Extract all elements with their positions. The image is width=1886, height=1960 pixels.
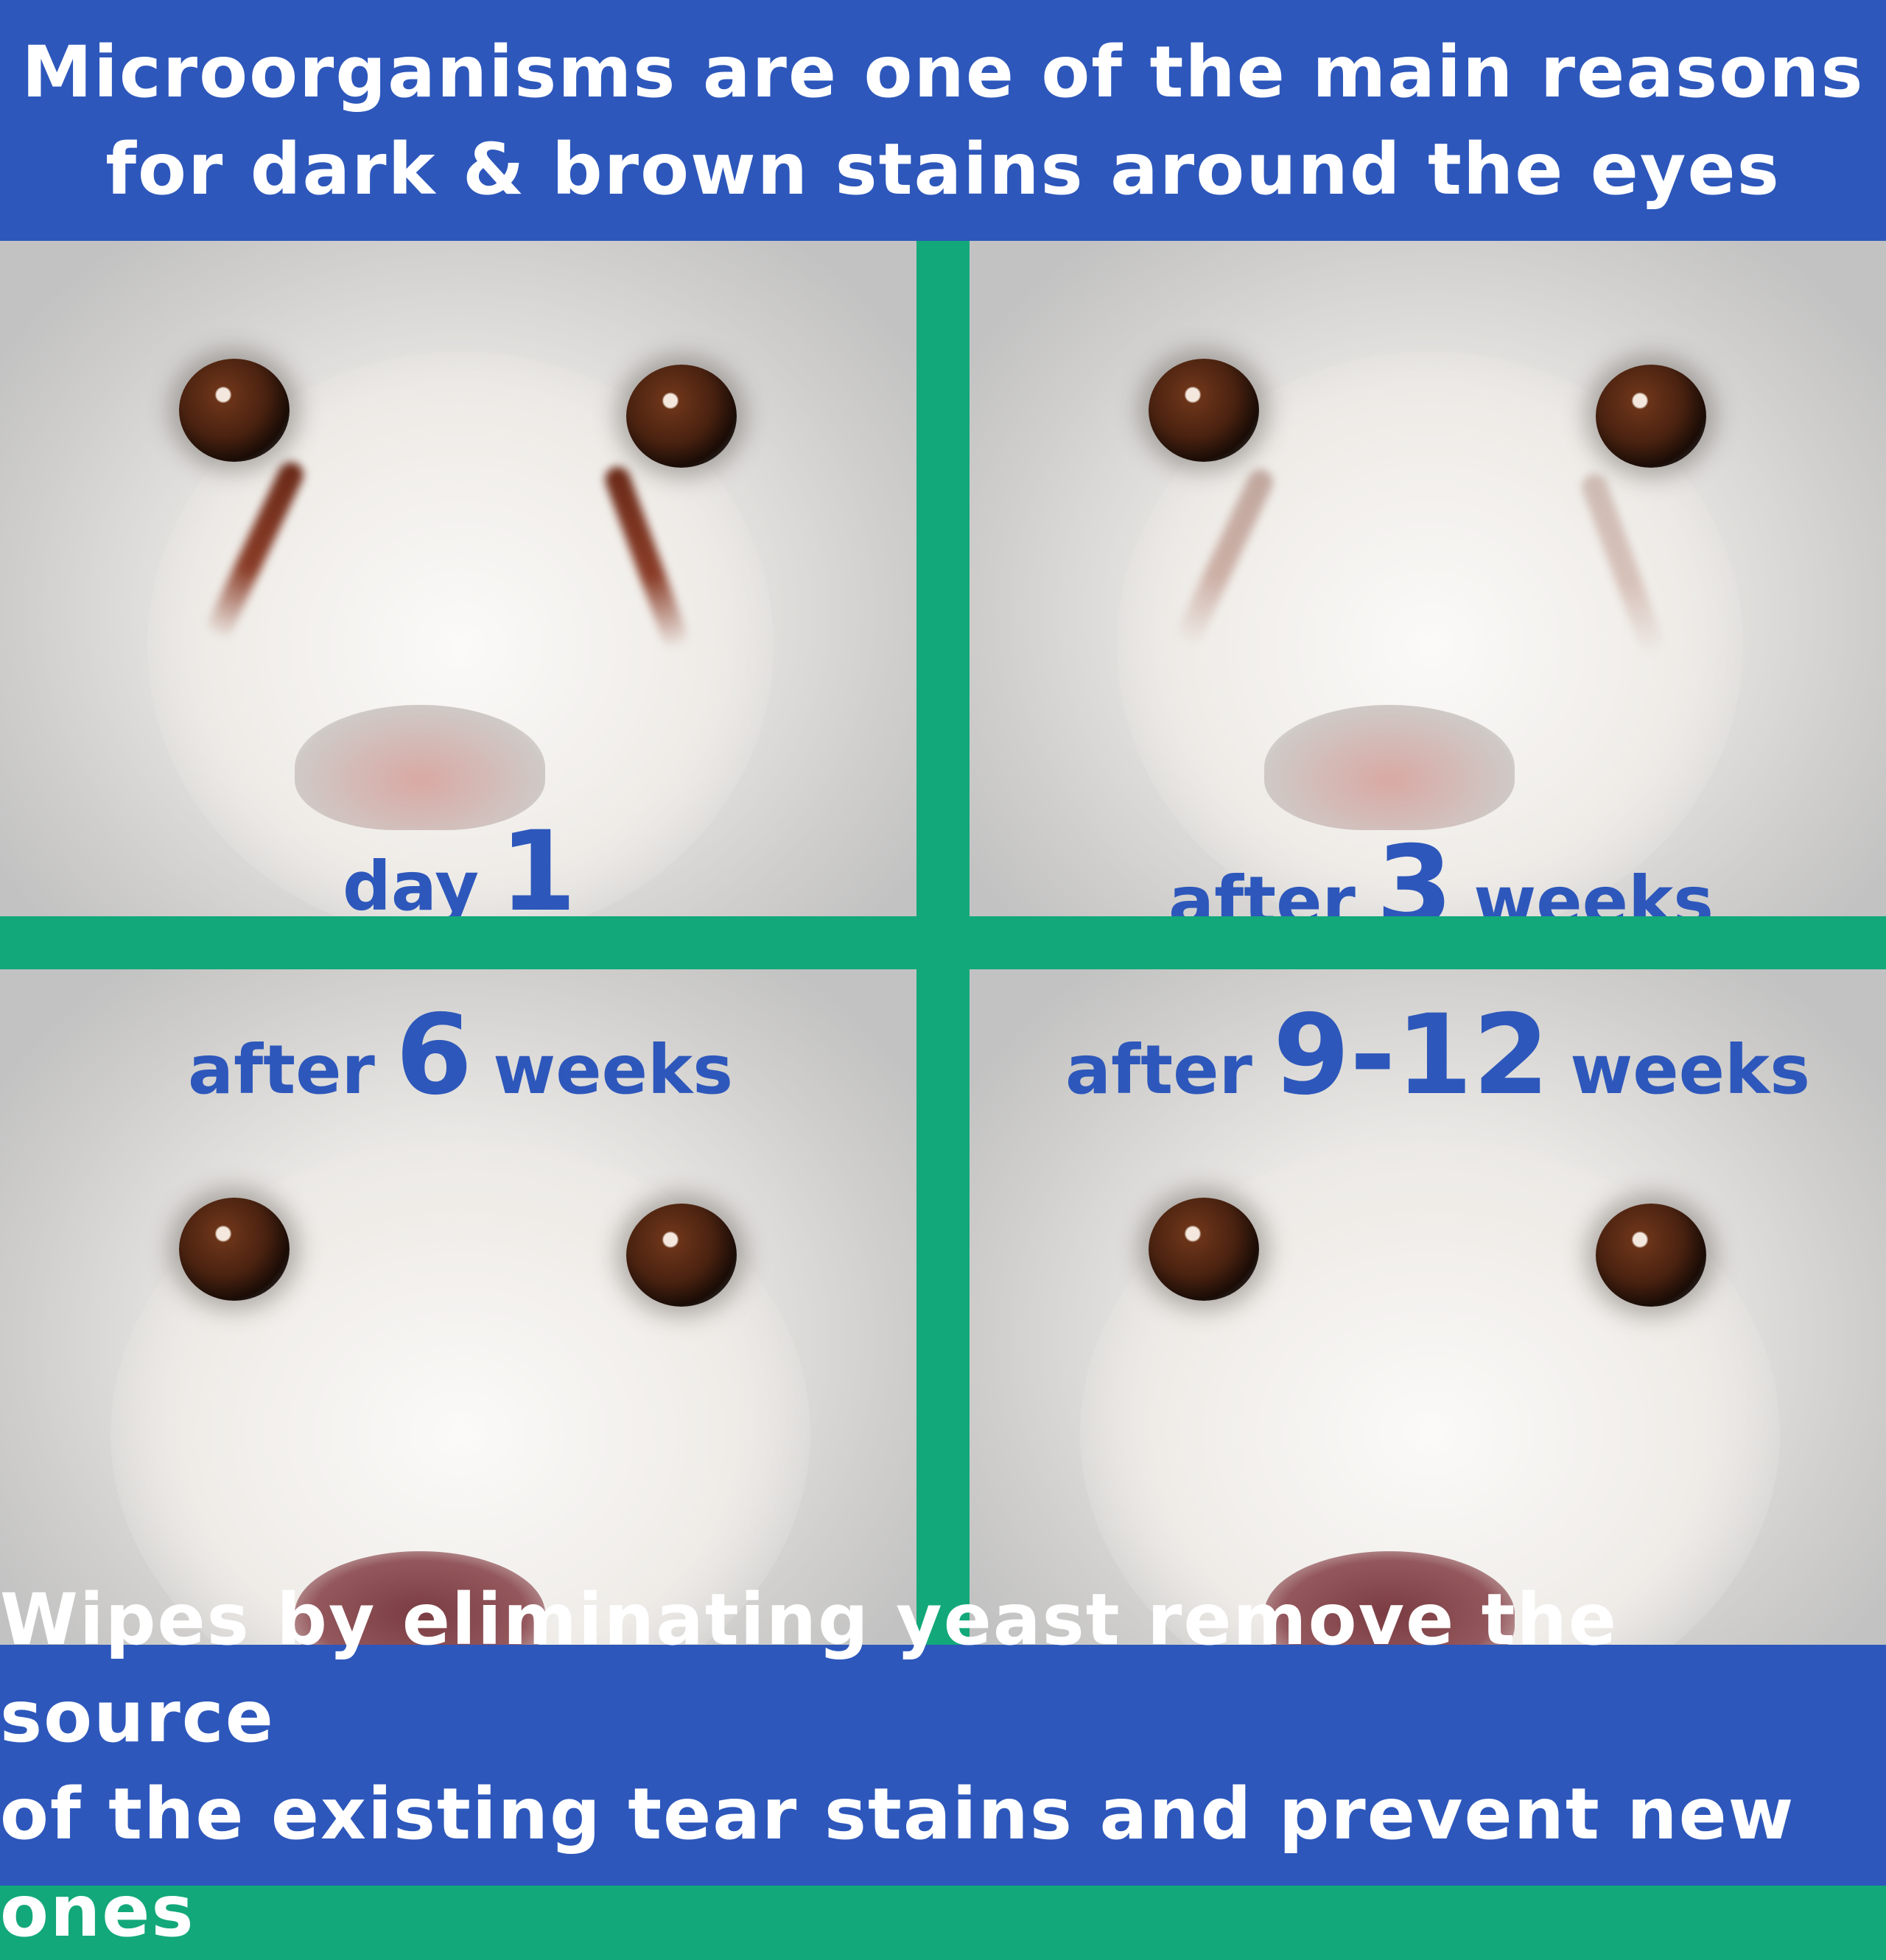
label-suffix: weeks [1473,862,1714,916]
dog-eye-right [626,365,737,468]
footer-line-2: of the existing tear stains and prevent … [0,1772,1795,1953]
label-prefix: after [1065,1030,1252,1109]
label-after-6-weeks: after 6 weeks [188,991,733,1120]
header-line-1: Microorganisms are one of the main reaso… [21,30,1865,113]
label-number: 6 [395,991,473,1120]
label-number: 9-12 [1272,991,1550,1120]
label-after-9-12-weeks: after 9-12 weeks [1065,991,1810,1120]
header-banner: Microorganisms are one of the main reaso… [0,0,1886,241]
photo-after-6-weeks: after 6 weeks [0,969,916,1645]
footer-line-1: Wipes by eliminating yeast remove the so… [0,1578,1618,1758]
header-line-2: for dark & brown stains around the eyes [105,127,1781,211]
dog-nose [295,705,545,830]
photo-day-1: day 1 [0,241,916,916]
label-after-3-weeks: after 3 weeks [1168,823,1714,916]
dog-eye-left [179,1198,290,1301]
dog-eye-left [1149,359,1259,462]
label-number: 3 [1375,823,1454,916]
label-suffix: weeks [493,1030,733,1109]
dog-nose [295,1551,545,1645]
dog-eye-right [1596,1204,1706,1307]
label-prefix: after [188,1030,375,1109]
label-prefix: day [343,847,480,916]
photo-after-9-12-weeks: after 9-12 weeks [970,969,1886,1645]
label-day-1: day 1 [343,808,576,916]
dog-eye-left [1149,1198,1259,1301]
dog-eye-left [179,359,290,462]
dog-nose [1264,1551,1515,1645]
photo-after-3-weeks: after 3 weeks [970,241,1886,916]
dog-eye-right [1596,365,1706,468]
label-prefix: after [1168,862,1356,916]
dog-eye-right [626,1204,737,1307]
label-number: 1 [499,808,577,916]
dog-nose [1264,705,1515,830]
label-suffix: weeks [1570,1030,1810,1109]
footer-banner: Wipes by eliminating yeast remove the so… [0,1578,1886,1953]
